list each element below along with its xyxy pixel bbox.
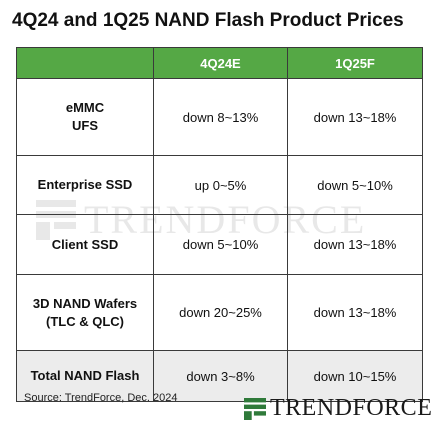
row-label: Enterprise SSD: [16, 155, 154, 215]
row-label: Client SSD: [16, 214, 154, 275]
cell-4q24e: down 8~13%: [153, 78, 288, 156]
source-note: Source: TrendForce, Dec. 2024: [24, 392, 178, 404]
brand-logo: TRENDFORCE: [244, 395, 432, 422]
row-label: 3D NAND Wafers (TLC & QLC): [16, 274, 154, 351]
trendforce-logo-icon: [244, 397, 266, 420]
cell-1q25f: down 13~18%: [287, 214, 423, 275]
table-row: Client SSD down 5~10% down 13~18%: [16, 214, 423, 275]
header-4q24e: 4Q24E: [153, 47, 288, 79]
cell-1q25f: down 10~15%: [287, 350, 423, 402]
cell-4q24e: down 5~10%: [153, 214, 288, 275]
row-label-line: (TLC & QLC): [46, 313, 124, 329]
header-1q25f: 1Q25F: [287, 47, 423, 79]
price-table: 4Q24E 1Q25F eMMC UFS down 8~13% down 13~…: [16, 47, 423, 402]
row-label: Total NAND Flash: [16, 350, 154, 402]
row-label-line: Enterprise SSD: [37, 177, 133, 192]
row-label-line: eMMC: [65, 100, 105, 115]
table-header-row: 4Q24E 1Q25F: [16, 47, 423, 79]
header-empty: [16, 47, 154, 79]
cell-1q25f: down 13~18%: [287, 78, 423, 156]
table-row: Enterprise SSD up 0~5% down 5~10%: [16, 155, 423, 215]
row-label-line: Client SSD: [51, 236, 119, 252]
row-label-line: Total NAND Flash: [30, 368, 140, 383]
brand-wordmark: TRENDFORCE: [270, 395, 433, 421]
cell-4q24e: up 0~5%: [153, 155, 288, 215]
row-label: eMMC UFS: [16, 78, 154, 156]
cell-1q25f: down 5~10%: [287, 155, 423, 215]
cell-1q25f: down 13~18%: [287, 274, 423, 351]
row-label-line: 3D NAND Wafers: [32, 295, 138, 311]
cell-4q24e: down 20~25%: [153, 274, 288, 351]
table-row: eMMC UFS down 8~13% down 13~18%: [16, 78, 423, 156]
table-row-total: Total NAND Flash down 3~8% down 10~15%: [16, 350, 423, 402]
page-title: 4Q24 and 1Q25 NAND Flash Product Prices: [12, 10, 404, 31]
table-row: 3D NAND Wafers (TLC & QLC) down 20~25% d…: [16, 274, 423, 351]
cell-4q24e: down 3~8%: [153, 350, 288, 402]
row-label-line: UFS: [72, 118, 98, 133]
